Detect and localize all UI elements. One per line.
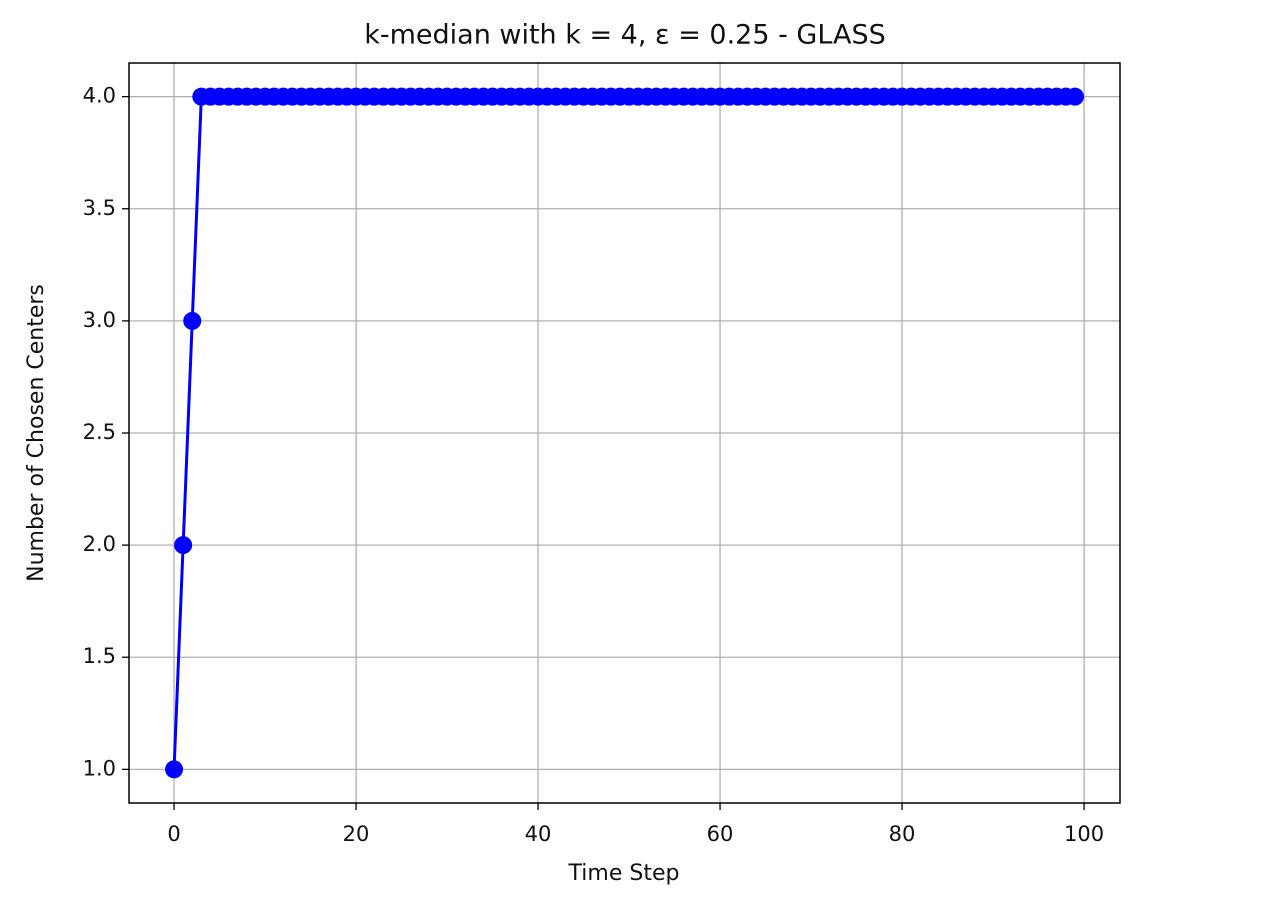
marker: [165, 760, 184, 779]
x-tick-label: 80: [889, 822, 916, 846]
x-tick-label: 40: [525, 822, 552, 846]
x-tick-label: 60: [707, 822, 734, 846]
x-tick-label: 20: [343, 822, 370, 846]
y-tick-label: 4.0: [83, 84, 116, 108]
marker: [183, 311, 202, 330]
y-tick-label: 1.5: [83, 644, 116, 668]
marker: [1065, 87, 1084, 106]
chart-title: k-median with k = 4, ε = 0.25 - GLASS: [364, 20, 886, 51]
y-tick-label: 2.0: [83, 532, 116, 556]
y-axis-label: Number of Chosen Centers: [24, 284, 49, 582]
y-tick-label: 1.0: [83, 756, 116, 780]
x-axis-label: Time Step: [568, 861, 680, 886]
x-tick-label: 100: [1064, 822, 1104, 846]
y-tick-label: 3.0: [83, 308, 116, 332]
x-tick-label: 0: [167, 822, 180, 846]
plot-frame: [128, 62, 1121, 804]
y-tick-label: 2.5: [83, 420, 116, 444]
marker: [174, 536, 193, 555]
y-tick-label: 3.5: [83, 196, 116, 220]
